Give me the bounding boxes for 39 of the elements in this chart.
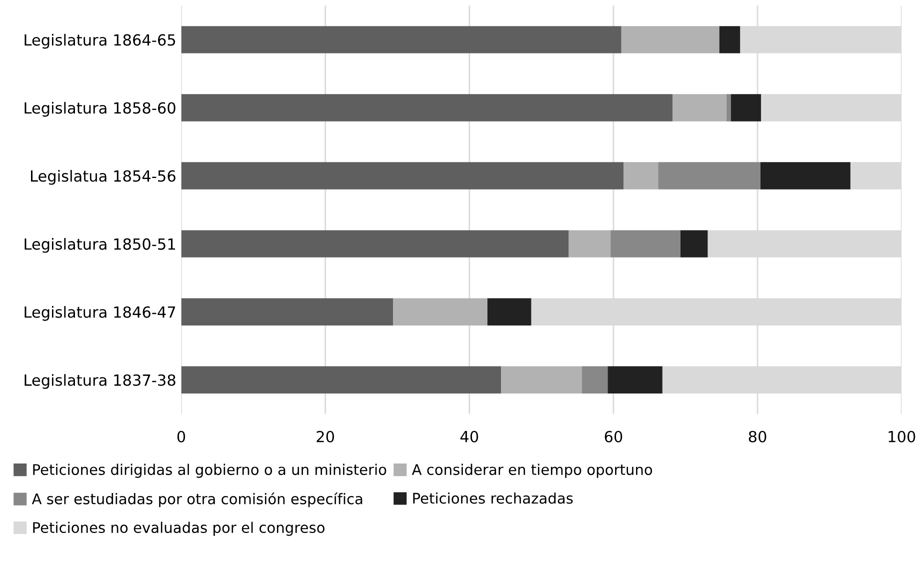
bar xyxy=(760,162,850,190)
x-tick-label: 40 xyxy=(460,430,478,442)
bar xyxy=(568,230,611,258)
x-tick-label: 100 xyxy=(888,430,916,442)
bar xyxy=(621,26,720,54)
x-tick-label: 80 xyxy=(748,430,766,442)
legend-label: Peticiones no evaluadas por el congreso xyxy=(33,522,324,536)
y-tick-label: Legislatua 1854-56 xyxy=(31,170,176,185)
bar xyxy=(624,162,658,190)
y-tick-label: Legislatura 1846-47 xyxy=(24,306,176,321)
legend-label: A considerar en tiempo oportuno xyxy=(412,464,652,478)
legend-label: A ser estudiadas por otra comisión específica xyxy=(32,492,362,508)
bar xyxy=(680,230,708,258)
bar xyxy=(181,366,502,394)
bar xyxy=(181,94,673,122)
bar xyxy=(501,366,582,394)
bar xyxy=(658,162,760,190)
legend-label: Peticiones rechazadas xyxy=(413,492,573,504)
bar xyxy=(726,94,731,122)
bar xyxy=(582,366,608,394)
y-tick-label: Legislatura 1864-65 xyxy=(24,34,176,49)
bar xyxy=(393,298,488,326)
bar xyxy=(610,230,680,258)
x-tick-label: 20 xyxy=(316,430,334,442)
bar xyxy=(730,94,762,122)
bar xyxy=(181,26,622,54)
y-tick-label: Legislatura 1850-51 xyxy=(24,238,175,253)
bar xyxy=(181,162,624,190)
x-tick-label: 0 xyxy=(177,430,186,442)
x-tick-label: 60 xyxy=(604,430,622,442)
bar xyxy=(181,230,569,258)
bar xyxy=(608,366,662,394)
bar xyxy=(719,26,740,54)
bar xyxy=(181,298,394,326)
y-tick-label: Legislatura 1837-38 xyxy=(24,374,176,389)
bar xyxy=(672,94,727,122)
legend-label: Peticiones dirigidas al gobierno o a un ministerio xyxy=(33,464,386,478)
bar xyxy=(487,298,532,326)
y-tick-label: Legislatura 1858-60 xyxy=(24,102,176,117)
